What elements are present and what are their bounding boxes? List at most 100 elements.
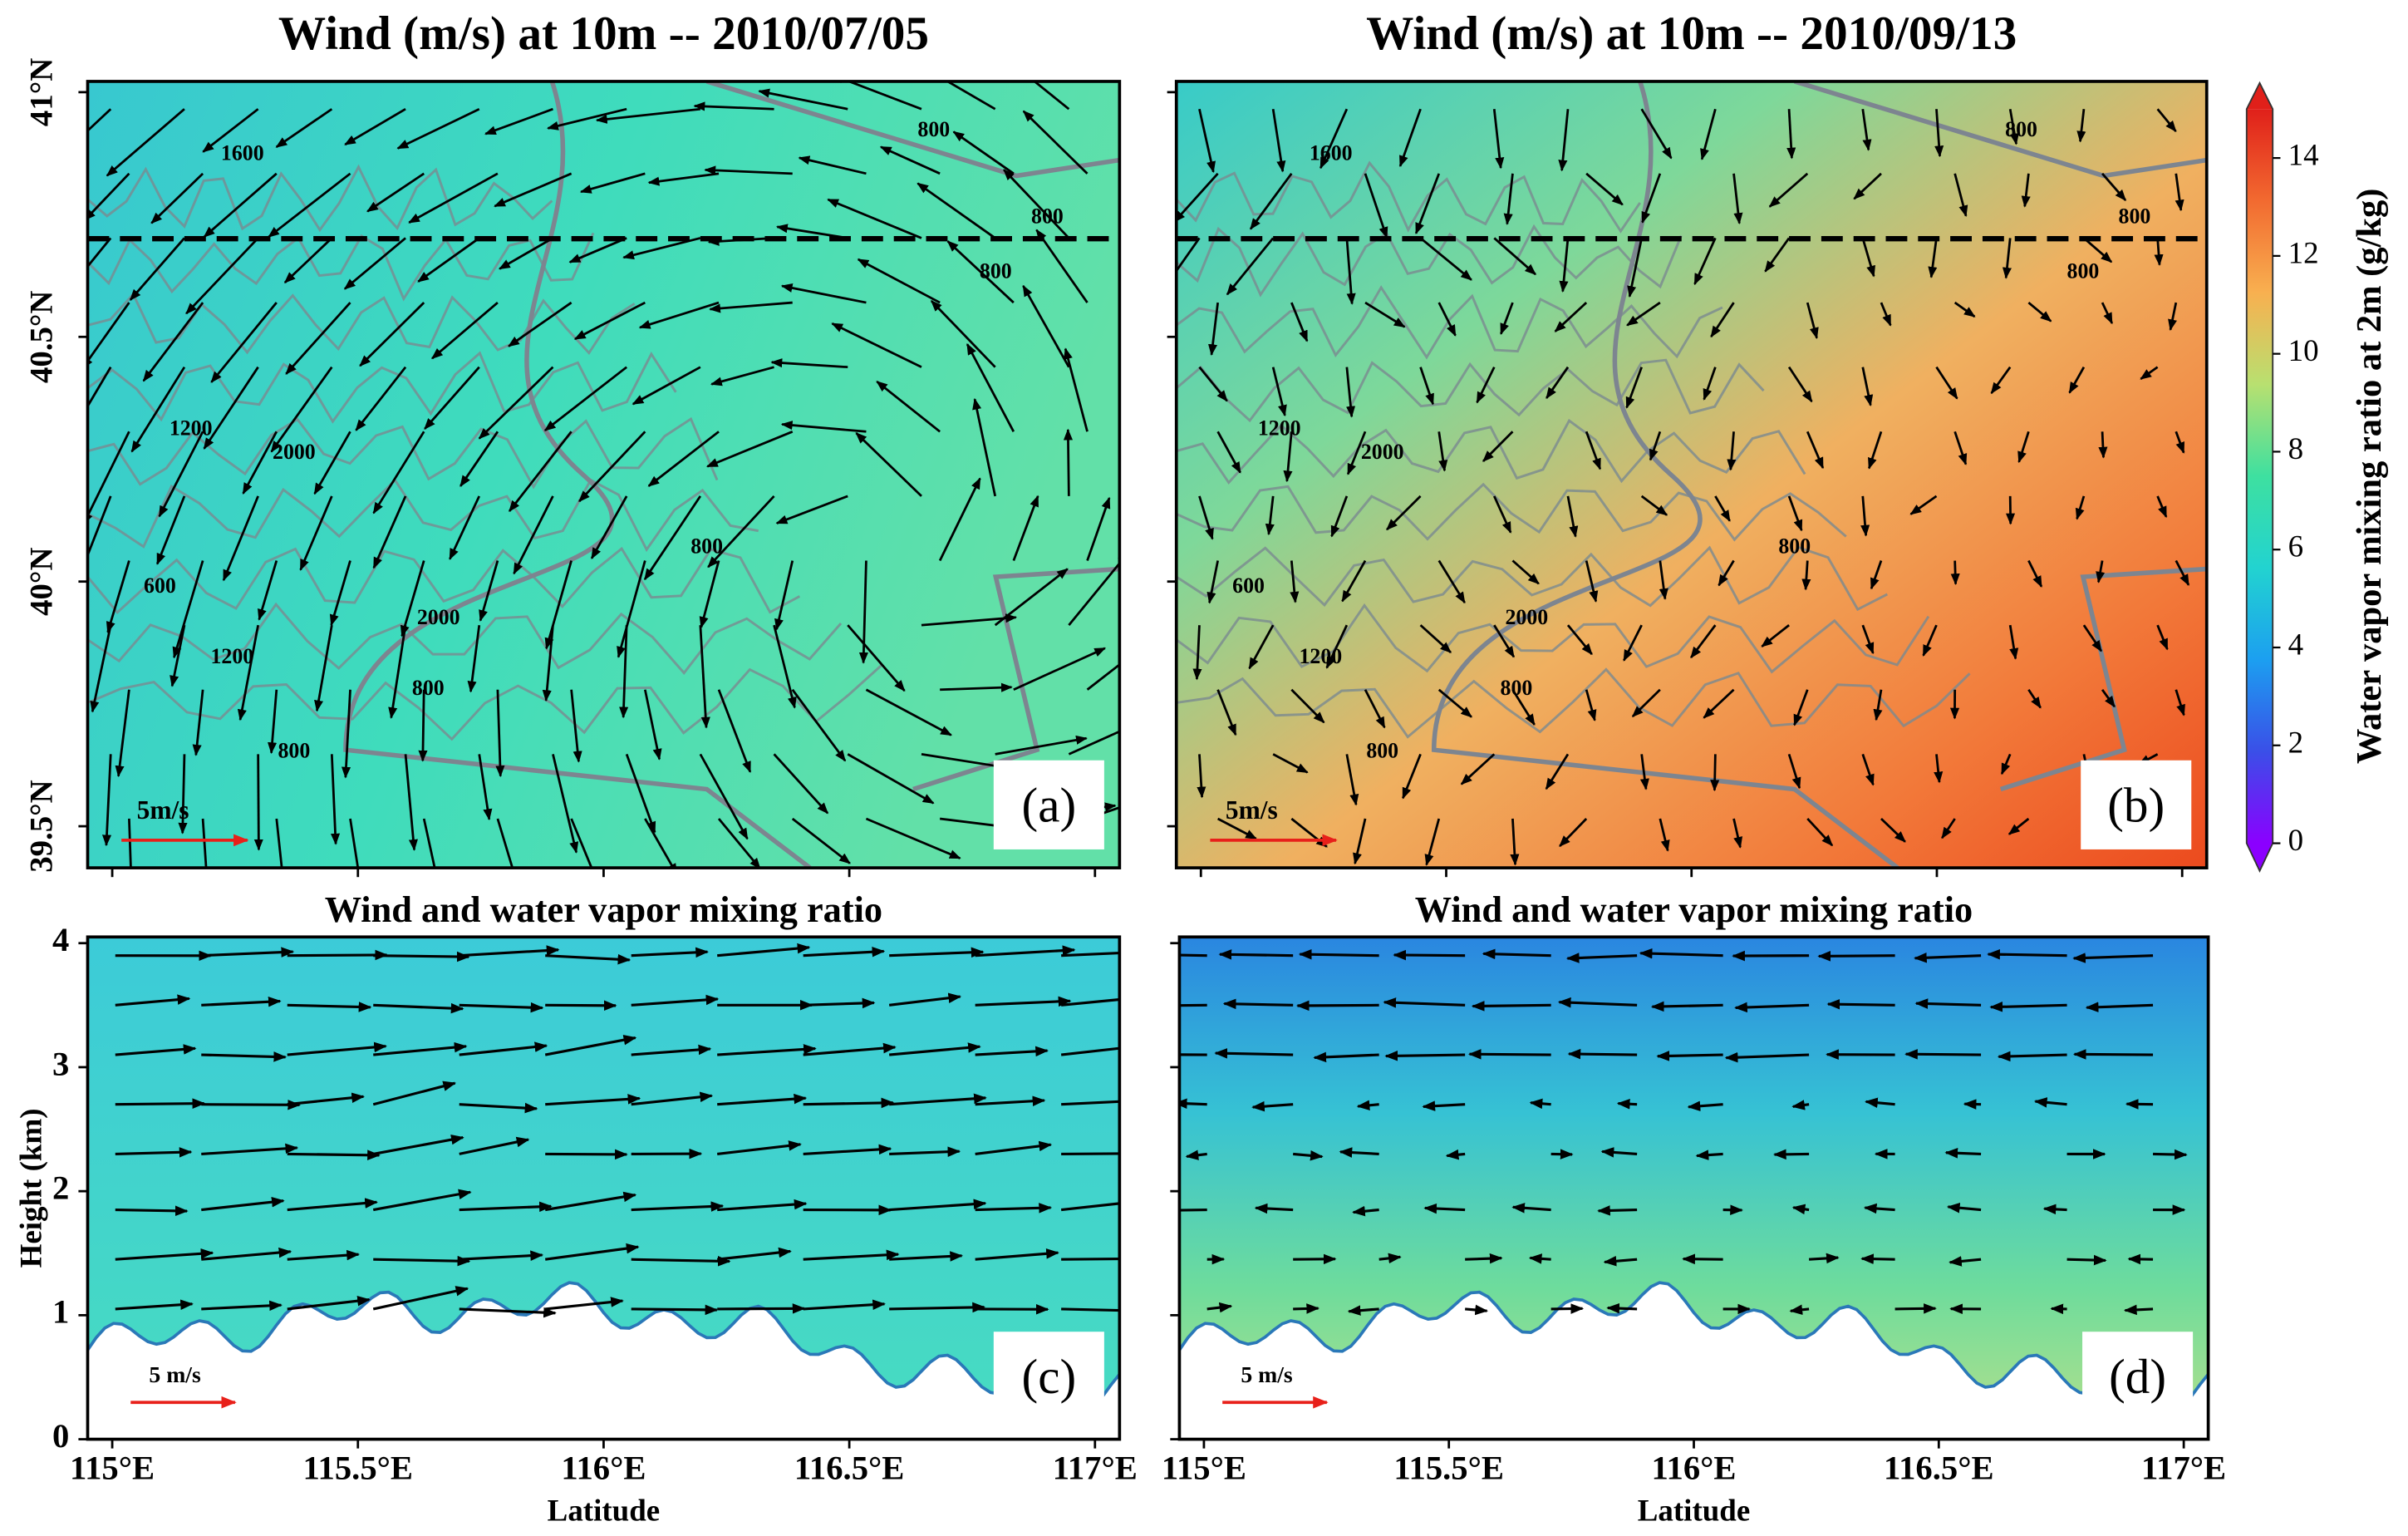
wind-arrow [1585,689,1597,721]
wind-arrow [2156,495,2168,519]
wind-arrow [1063,428,1074,496]
wind-arrow [1953,431,1968,465]
wind-arrow [417,237,480,283]
wind-arrow [545,1094,641,1106]
wind-arrow [424,366,480,431]
contour-label: 800 [980,258,1012,283]
wind-arrow [876,380,941,433]
wind-arrow [1650,1001,1723,1012]
wind-arrow [275,818,283,869]
wind-arrow [590,495,628,560]
wind-arrow [966,342,1015,432]
terrain-contour [1176,160,1641,234]
wind-arrow [1198,366,1228,402]
wind-arrow [1640,495,1668,516]
wind-arrow [2101,172,2127,201]
wind-arrow [888,992,962,1007]
wind-arrow [115,1205,189,1217]
y-tick-label: 3 [52,1045,69,1082]
wind-arrow [404,754,418,851]
contour-label: 2000 [1361,440,1404,464]
wind-arrow [631,1044,712,1056]
wind-arrow [115,994,191,1007]
wind-arrow [1012,495,1039,562]
wind-arrow [1482,431,1514,462]
wind-arrow [1061,1307,1120,1312]
y-tick-label: 2 [52,1169,69,1206]
wind-arrow [459,1102,538,1114]
wind-arrow [1226,237,1275,296]
wind-arrow [1179,953,1207,958]
wind-arrow [1724,1051,1810,1063]
wind-arrow [2075,495,2086,520]
wind-arrow [242,431,278,495]
wind-arrow [1734,1002,1810,1013]
wind-arrow [1493,495,1512,534]
wind-arrow [952,130,1015,175]
wind-arrow [2068,366,2086,394]
wind-arrow [478,754,493,821]
wind-arrow [1511,1203,1551,1214]
wind-arrow [2072,953,2154,963]
wind-arrow [1768,172,1809,208]
wind-arrow [459,1250,544,1261]
wind-arrow [643,495,702,581]
wind-arrow [1787,366,1813,403]
terrain-contour [87,232,595,302]
wind-arrow [87,302,130,369]
wind-arrow [1558,109,1570,172]
panel-label-box [993,760,1104,849]
terrain [1179,1282,2209,1440]
wind-arrow [1022,284,1070,368]
cbar-tick-label: 14 [2288,138,2319,172]
terrain-line [87,1281,1120,1414]
x-axis-label: Latitude [548,1494,661,1528]
wind-arrow [1806,302,1819,340]
wind-arrow [201,818,208,869]
wind-arrow [631,994,720,1007]
wind-arrow [1386,495,1422,531]
contour-label: 800 [2005,117,2037,141]
wind-arrow [643,689,662,761]
wind-arrow [994,568,1069,627]
wind-arrow [1880,817,1906,843]
wind-arrow [1787,753,1801,790]
terrain-contour [1176,285,1723,360]
wind-arrow [313,431,351,495]
x-tick-label: 116.5°E [1884,1450,1994,1487]
wind-arrow [2085,1002,2154,1012]
wind-arrow [1384,1051,1466,1061]
wind-arrow [287,949,389,961]
panel-label: (d) [2109,1349,2166,1404]
wind-arrow [1206,560,1219,604]
wind-arrow [945,81,996,111]
wind-arrow [1904,1049,1982,1060]
terrain [87,1282,1120,1440]
x-tick-label: 115°E [70,1450,155,1487]
wind-arrow [1935,366,1958,400]
wind-arrow [847,624,906,692]
wind-arrow [855,431,922,497]
wind-arrow [1206,1302,1233,1313]
colorbar [2246,109,2273,844]
wind-arrow [803,946,886,958]
axes-frame [1174,80,2209,869]
wind-arrow [2072,1049,2154,1060]
wind-arrow [258,560,278,621]
wind-arrow [644,818,678,869]
axes-frame [86,80,1122,869]
wind-arrow [459,1002,544,1013]
map-area [87,81,1120,869]
panel-title: Wind (m/s) at 10m -- 2010/09/13 [1366,7,2017,60]
wind-arrow [1963,1099,1982,1110]
wind-arrow [1216,817,1257,840]
wind-arrow [1695,1150,1723,1160]
wind-arrow [1567,1048,1638,1060]
wind-arrow [1346,431,1367,475]
wind-arrow [359,302,425,367]
wind-arrow [431,302,499,360]
wind-arrow [1626,301,1661,327]
wind-arrow [547,107,627,130]
wind-arrow [858,560,868,664]
wind-arrow [1806,818,1834,847]
